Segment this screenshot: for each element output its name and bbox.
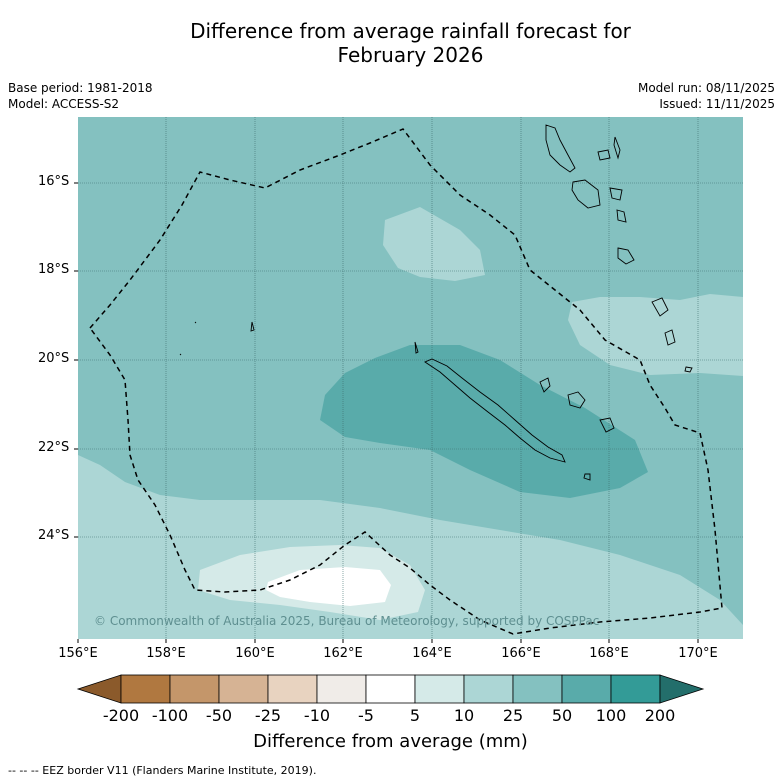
band-10-25-east xyxy=(568,294,743,376)
colorbar-segment xyxy=(316,674,367,704)
lat-label: 22°S xyxy=(38,440,70,455)
chart-title: Difference from average rainfall forecas… xyxy=(0,19,781,67)
lon-label: 162°E xyxy=(323,646,363,661)
colorbar-tick-label: -10 xyxy=(303,706,331,725)
colorbar-tick-label: -100 xyxy=(151,706,189,725)
colorbar-extend-low xyxy=(76,674,122,704)
coastlines xyxy=(179,124,693,481)
base-period: Base period: 1981-2018 xyxy=(8,81,153,95)
colorbar-segment xyxy=(120,674,171,704)
colorbar-segment xyxy=(169,674,220,704)
colorbar-segment xyxy=(561,674,612,704)
title-line-2: February 2026 xyxy=(337,43,484,67)
colorbar-tick-label: 5 xyxy=(409,706,421,725)
band-50-100 xyxy=(320,345,648,498)
colorbar-tick-label: 25 xyxy=(502,706,524,725)
lon-label: 158°E xyxy=(146,646,186,661)
colorbar-segment xyxy=(218,674,269,704)
map-area xyxy=(78,117,743,639)
colorbar-segment xyxy=(512,674,563,704)
colorbar-tick-label: 50 xyxy=(551,706,573,725)
colorbar-tick-label: -25 xyxy=(254,706,282,725)
model-name: Model: ACCESS-S2 xyxy=(8,97,120,111)
colorbar-segment xyxy=(267,674,318,704)
vanuatu-islands xyxy=(545,124,693,373)
colorbar xyxy=(76,674,705,704)
lon-label: 164°E xyxy=(412,646,452,661)
band-10-25-north xyxy=(383,207,485,281)
colorbar-extend-high xyxy=(659,674,705,704)
meta-left: Base period: 1981-2018 Model: ACCESS-S2 xyxy=(8,80,153,112)
lon-label: 168°E xyxy=(589,646,629,661)
eez-footnote: -- -- -- EEZ border V11 (Flanders Marine… xyxy=(8,764,317,777)
lat-label: 18°S xyxy=(38,262,70,277)
colorbar-segment xyxy=(610,674,661,704)
colorbar-tick-label: -5 xyxy=(358,706,374,725)
meta-right: Model run: 08/11/2025 Issued: 11/11/2025 xyxy=(638,80,775,112)
colorbar-tick-label: 200 xyxy=(644,706,676,725)
lon-label: 160°E xyxy=(235,646,275,661)
eez-border xyxy=(89,128,723,635)
title-line-1: Difference from average rainfall forecas… xyxy=(190,19,631,43)
lon-label: 156°E xyxy=(58,646,98,661)
model-run: Model run: 08/11/2025 xyxy=(637,81,775,95)
colorbar-title: Difference from average (mm) xyxy=(253,731,528,752)
colorbar-tick-label: -50 xyxy=(205,706,233,725)
colorbar-tick-label: 10 xyxy=(453,706,475,725)
issued-date: Issued: 11/11/2025 xyxy=(659,97,775,111)
copyright-notice: © Commonwealth of Australia 2025, Bureau… xyxy=(94,614,600,628)
small-islets xyxy=(179,321,419,356)
new-caledonia-coast xyxy=(424,358,566,463)
colorbar-segment xyxy=(463,674,514,704)
lat-label: 24°S xyxy=(38,528,70,543)
colorbar-segment xyxy=(365,674,416,704)
lon-label: 166°E xyxy=(501,646,541,661)
graticule xyxy=(78,117,743,639)
lat-label: 16°S xyxy=(38,174,70,189)
lon-label: 170°E xyxy=(678,646,718,661)
lat-label: 20°S xyxy=(38,351,70,366)
tick-marks xyxy=(74,182,699,643)
colorbar-segment xyxy=(414,674,465,704)
colorbar-tick-label: 100 xyxy=(595,706,627,725)
loyalty-islands xyxy=(539,377,615,481)
colorbar-tick-label: -200 xyxy=(102,706,140,725)
